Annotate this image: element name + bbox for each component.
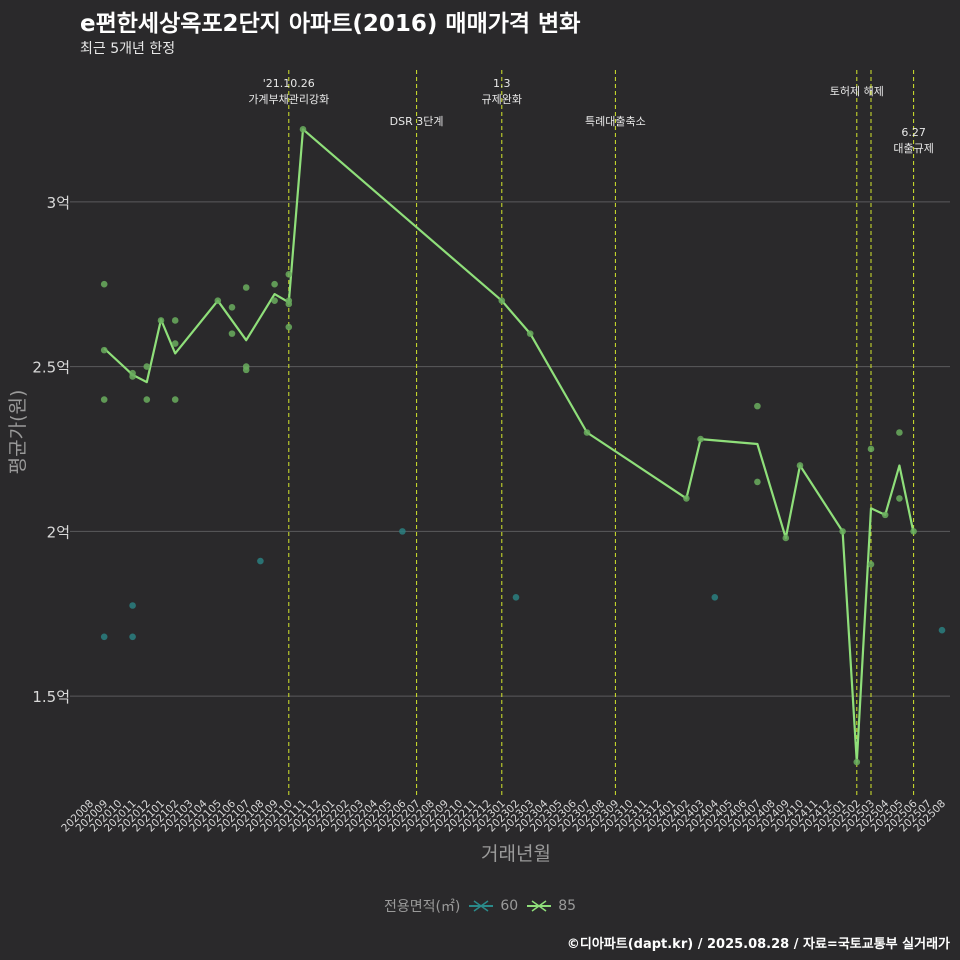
data-point-85 <box>100 346 108 354</box>
data-point-85 <box>100 280 108 288</box>
data-point-85 <box>896 429 903 436</box>
data-point-85 <box>157 317 165 324</box>
legend-title: 전용면적(㎡) <box>383 899 461 915</box>
legend-label-85: 85 <box>558 898 577 914</box>
legend-swatch-85-icon <box>527 900 552 912</box>
data-point-85 <box>129 369 136 377</box>
source-caption: ©디아파트(dapt.kr) / 2025.08.28 / 자료=국토교통부 실… <box>566 937 950 952</box>
data-point-85 <box>796 462 804 469</box>
data-point-85 <box>498 297 506 304</box>
data-point-85 <box>697 435 704 443</box>
data-point-60 <box>257 557 264 565</box>
data-point-85 <box>271 297 278 304</box>
data-point-85 <box>143 396 151 403</box>
data-point-85 <box>583 429 591 436</box>
chart-title: e편한세상옥포2단지 아파트(2016) 매매가격 변화 <box>80 11 581 37</box>
data-point-85 <box>299 126 307 133</box>
legend-swatch-60-icon <box>469 900 494 912</box>
event-label: 6.27 대출규제 <box>893 126 933 155</box>
data-point-60 <box>100 633 108 641</box>
x-axis-title: 거래년월 <box>481 843 551 865</box>
grid-lines <box>70 201 950 697</box>
data-point-60 <box>711 593 719 601</box>
data-point-85 <box>171 317 179 324</box>
data-point-85 <box>896 495 903 502</box>
data-point-60 <box>129 633 136 641</box>
data-point-85 <box>285 271 293 278</box>
legend: 전용면적(㎡) 60 85 <box>0 896 960 916</box>
data-point-85 <box>754 402 761 410</box>
data-point-60 <box>512 593 520 601</box>
data-point-85 <box>881 511 889 519</box>
data-point-85 <box>867 561 875 568</box>
y-tick-label: 3억 <box>47 194 70 212</box>
data-point-85 <box>242 366 250 374</box>
data-point-85 <box>285 323 293 331</box>
axis-labels: 1.5억2억2.5억3억거래년월평균가(원)202008202009202010… <box>7 194 948 865</box>
event-label: DSR 3단계 <box>390 115 444 128</box>
data-point-60 <box>938 626 946 634</box>
data-point-85 <box>853 758 861 766</box>
series-line-85 <box>103 128 915 764</box>
data-point-85 <box>228 303 236 311</box>
data-point-85 <box>839 528 846 535</box>
data-point-85 <box>271 280 278 288</box>
data-points <box>100 126 946 766</box>
event-label: 1.3 규제완화 <box>482 77 522 106</box>
chart-subtitle: 최근 5개년 한정 <box>80 41 176 57</box>
data-point-85 <box>214 297 222 304</box>
data-point-85 <box>526 330 534 337</box>
event-label: 토허제 해제 <box>830 84 884 98</box>
data-point-85 <box>143 363 151 370</box>
y-tick-label: 2억 <box>47 523 70 541</box>
event-label: 특례대출축소 <box>585 115 646 128</box>
data-point-85 <box>228 330 236 337</box>
data-point-60 <box>399 528 406 535</box>
data-point-85 <box>100 396 108 403</box>
data-point-85 <box>171 396 179 403</box>
y-tick-label: 1.5억 <box>32 688 70 706</box>
y-axis-title: 평균가(원) <box>7 390 29 475</box>
event-label: '21.10.26 가계부채관리강화 <box>248 77 329 106</box>
data-point-85 <box>754 478 761 486</box>
data-point-60 <box>129 602 136 609</box>
data-point-85 <box>171 340 179 347</box>
data-point-85 <box>285 300 293 308</box>
legend-item-60: 60 <box>468 898 518 914</box>
legend-item-85: 85 <box>526 898 576 914</box>
data-point-85 <box>782 534 790 542</box>
data-point-85 <box>242 284 250 291</box>
data-point-85 <box>683 495 690 502</box>
series-lines <box>103 128 915 764</box>
legend-label-60: 60 <box>500 898 519 914</box>
data-point-85 <box>867 445 875 453</box>
y-tick-label: 2.5억 <box>32 359 70 377</box>
data-point-85 <box>910 528 917 535</box>
